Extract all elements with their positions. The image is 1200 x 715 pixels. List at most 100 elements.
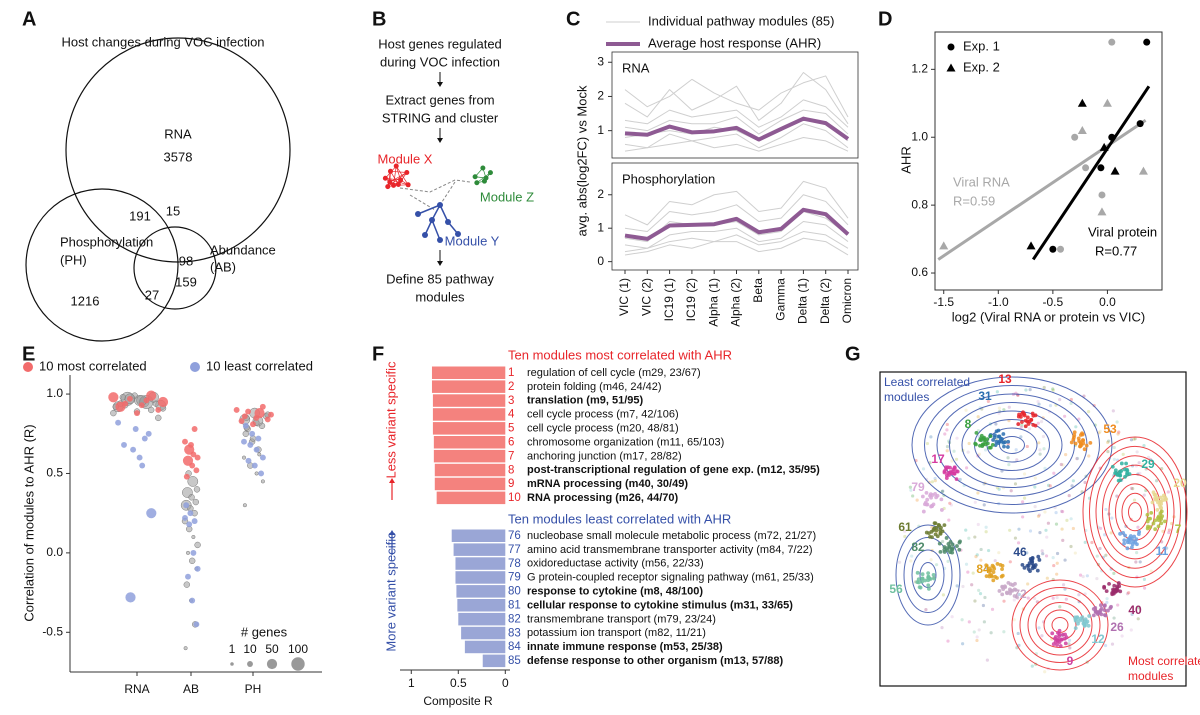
swarm-point bbox=[190, 451, 197, 458]
y-axis-label: avg. abs(log2FC) vs Mock bbox=[574, 85, 589, 236]
umap-point bbox=[933, 521, 938, 526]
umap-point bbox=[1138, 471, 1142, 476]
umap-point bbox=[1160, 498, 1165, 502]
umap-point bbox=[1153, 527, 1158, 532]
x-tick-label: RNA bbox=[124, 682, 149, 696]
umap-point bbox=[1063, 558, 1067, 562]
umap-point bbox=[1075, 616, 1079, 620]
swarm-point bbox=[115, 419, 122, 426]
swarm-point bbox=[130, 446, 137, 453]
module-id: 11 bbox=[1156, 544, 1169, 558]
module-id: 17 bbox=[931, 452, 945, 466]
umap-point bbox=[940, 529, 945, 534]
swarm-point bbox=[187, 476, 199, 487]
x-tick-label: -1.5 bbox=[933, 295, 954, 309]
umap-point bbox=[987, 569, 992, 573]
swarm-point bbox=[241, 413, 248, 420]
umap-point bbox=[1106, 440, 1110, 444]
umap-point bbox=[1043, 466, 1047, 471]
umap-point bbox=[1038, 531, 1042, 535]
umap-point bbox=[1008, 560, 1012, 564]
arrow-head bbox=[437, 82, 443, 87]
scatter-point bbox=[1108, 133, 1116, 141]
subplot-frame bbox=[611, 51, 859, 159]
umap-point bbox=[1008, 582, 1013, 587]
umap-point bbox=[1063, 414, 1067, 418]
scatter-point bbox=[1071, 133, 1079, 141]
umap-point bbox=[1130, 545, 1134, 550]
swarm-point bbox=[191, 518, 198, 525]
panel-letter: F bbox=[372, 343, 384, 365]
umap-point bbox=[1077, 593, 1081, 597]
network-node bbox=[395, 181, 401, 187]
umap-point bbox=[1037, 558, 1042, 562]
umap-point bbox=[1086, 623, 1091, 628]
umap-point bbox=[942, 470, 947, 475]
swarm-point bbox=[185, 573, 191, 580]
side-arrow-head bbox=[389, 530, 395, 535]
umap-point bbox=[1131, 487, 1135, 491]
arrow-head bbox=[437, 138, 443, 143]
legend-label: Exp. 1 bbox=[963, 38, 1000, 53]
swarm-point bbox=[121, 441, 127, 448]
umap-point bbox=[1105, 600, 1109, 605]
module-label: response to cytokine (m8, 48/100) bbox=[527, 586, 703, 598]
umap-point bbox=[1016, 414, 1021, 419]
x-tick-label: Alpha (1) bbox=[706, 278, 720, 327]
module-id: 31 bbox=[978, 389, 992, 403]
umap-point bbox=[961, 584, 965, 589]
umap-point bbox=[995, 562, 1000, 566]
umap-point bbox=[1108, 606, 1113, 610]
x-tick-label: Delta (2) bbox=[818, 278, 832, 324]
umap-point bbox=[1073, 441, 1078, 446]
umap-point bbox=[1002, 599, 1006, 603]
series-line bbox=[624, 109, 849, 135]
umap-point bbox=[1044, 554, 1049, 558]
umap-point bbox=[1073, 626, 1078, 631]
umap-point bbox=[1006, 456, 1010, 460]
umap-point bbox=[946, 639, 950, 643]
umap-point bbox=[933, 479, 937, 483]
umap-point bbox=[1016, 631, 1020, 636]
umap-point bbox=[993, 443, 998, 448]
umap-point bbox=[1119, 461, 1124, 466]
density-contour bbox=[1128, 502, 1142, 522]
umap-point bbox=[960, 618, 964, 622]
swarm-point bbox=[255, 435, 262, 442]
swarm-point bbox=[183, 646, 188, 651]
umap-point bbox=[1042, 385, 1046, 390]
swarm-point bbox=[260, 479, 265, 484]
umap-point bbox=[1028, 388, 1032, 392]
umap-point bbox=[1050, 631, 1055, 636]
legend-marker bbox=[947, 43, 955, 51]
umap-point bbox=[994, 422, 998, 426]
umap-point bbox=[945, 548, 950, 552]
umap-point bbox=[1122, 538, 1127, 543]
umap-point bbox=[915, 498, 919, 502]
umap-point bbox=[982, 503, 986, 507]
swarm-point bbox=[253, 414, 260, 421]
umap-point bbox=[1035, 568, 1040, 573]
y-tick-label: 2 bbox=[597, 187, 604, 201]
rank-label: 6 bbox=[508, 437, 514, 449]
network-node bbox=[387, 168, 393, 174]
umap-point bbox=[1060, 510, 1065, 514]
umap-point bbox=[1075, 457, 1079, 461]
umap-point bbox=[1051, 596, 1055, 600]
umap-point bbox=[1149, 511, 1154, 515]
density-contour bbox=[1027, 594, 1093, 656]
rank-label: 77 bbox=[508, 544, 521, 556]
rank-label: 80 bbox=[508, 586, 521, 598]
umap-point bbox=[1080, 618, 1085, 623]
umap-point bbox=[948, 465, 952, 470]
umap-point bbox=[1129, 486, 1134, 491]
size-legend-marker bbox=[247, 661, 253, 667]
umap-point bbox=[1135, 450, 1139, 454]
swarm-point bbox=[110, 409, 117, 417]
swarm-point bbox=[189, 557, 196, 565]
umap-point bbox=[1145, 512, 1150, 517]
umap-point bbox=[984, 574, 989, 579]
umap-point bbox=[1067, 494, 1071, 498]
umap-point bbox=[930, 480, 934, 484]
swarm-point bbox=[182, 438, 188, 445]
